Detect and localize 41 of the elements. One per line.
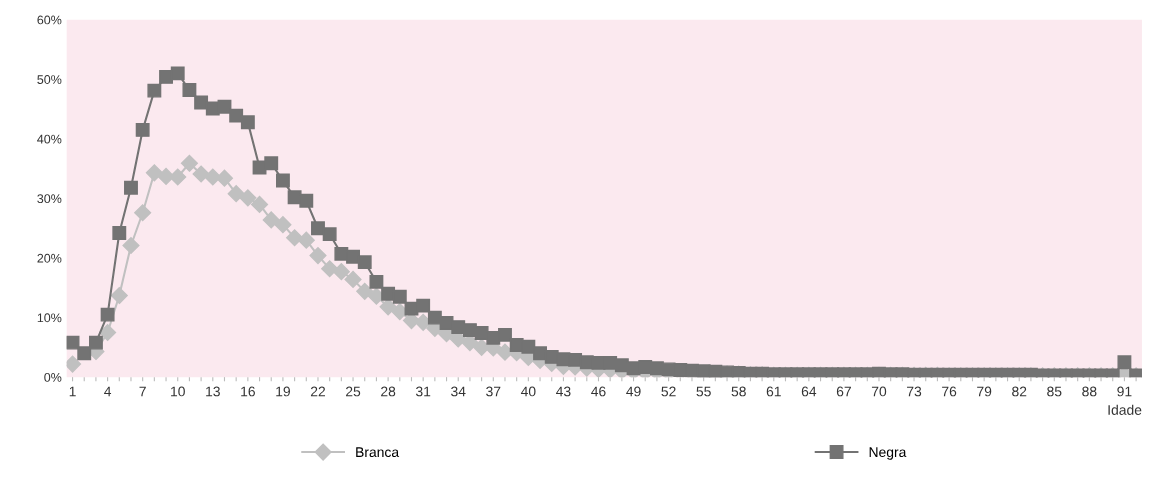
x-tick-label: 34 [451,386,466,397]
x-tick-label: 4 [104,386,112,397]
x-tick-label: 16 [241,386,255,397]
x-tick-label: 70 [871,386,887,397]
x-tick-label: 43 [556,386,571,397]
x-tick-label: 46 [591,386,606,397]
x-tick-label: 25 [346,386,361,397]
y-tick-label: 50% [37,75,62,84]
x-tick-label: 79 [977,386,992,397]
x-tick-label: 49 [626,386,641,397]
x-tick-label: 55 [696,386,711,397]
x-tick-label: 76 [942,386,957,397]
legend-label: Branca [356,447,400,458]
y-tick-label: 0% [44,372,62,382]
x-tick-label: 82 [1012,386,1027,397]
x-tick-label: 1 [69,386,76,397]
x-tick-label: 19 [276,386,290,397]
x-tick-label: 37 [486,386,501,397]
x-tick-label: 28 [381,386,396,397]
x-tick-label: 13 [206,386,220,397]
x-tick-label: 64 [801,386,817,397]
y-tick-label: 20% [37,253,62,263]
x-tick-label: 31 [415,386,431,397]
x-axis-title: Idade [1108,404,1142,415]
y-tick-label: 30% [37,194,62,204]
x-tick-label: 61 [766,386,781,397]
x-tick-label: 67 [836,386,851,397]
x-tick-label: 91 [1117,386,1132,397]
x-tick-label: 10 [171,386,185,397]
x-tick-label: 58 [731,386,746,397]
y-tick-label: 60% [37,15,62,25]
x-tick-label: 22 [310,386,326,397]
x-tick-label: 88 [1082,386,1097,397]
y-tick-label: 10% [37,313,62,323]
x-tick-label: 73 [907,386,922,397]
x-tick-label: 40 [520,386,536,397]
legend-label: Negra [869,447,907,460]
y-tick-label: 40% [37,134,62,144]
x-tick-label: 85 [1047,386,1062,397]
x-tick-label: 7 [139,386,146,397]
x-tick-label: 52 [661,386,676,397]
